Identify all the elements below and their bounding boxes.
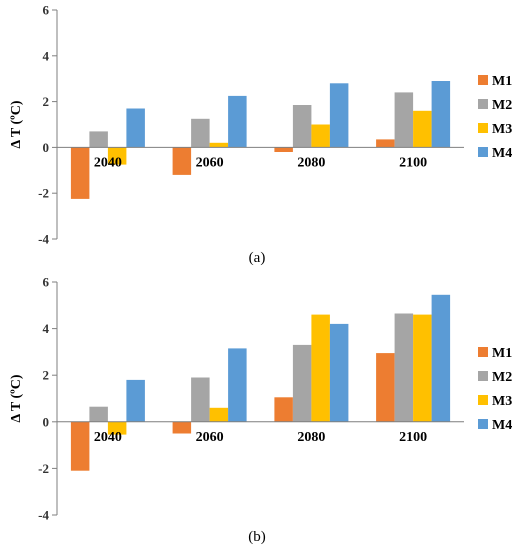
legend-label-m4: M4 bbox=[492, 146, 512, 161]
y-tick-label: 0 bbox=[43, 140, 50, 155]
bar-m3-2040 bbox=[107, 421, 127, 435]
legend-swatch-m3 bbox=[478, 123, 488, 133]
y-tick-label: 2 bbox=[43, 94, 50, 109]
legend-swatch-m4 bbox=[478, 147, 488, 157]
bar-m3-2080 bbox=[311, 314, 330, 422]
bar-m1-2040 bbox=[70, 421, 90, 471]
bar-m3-2100 bbox=[413, 314, 432, 422]
bar-m1-2100 bbox=[376, 139, 395, 148]
legend-swatch-m3 bbox=[478, 395, 488, 405]
bar-m1-2080 bbox=[274, 147, 293, 152]
bar-m2-2040 bbox=[89, 406, 108, 422]
legend-swatch-m1 bbox=[478, 75, 488, 85]
bar-m4-2040 bbox=[126, 379, 145, 422]
bar-m3-2060 bbox=[209, 407, 229, 422]
bar-m3-2060 bbox=[209, 142, 229, 148]
y-axis-title: Δ T (ºC) bbox=[9, 100, 24, 148]
bar-m2-2040 bbox=[89, 131, 108, 148]
panel-caption: (a) bbox=[249, 250, 266, 266]
y-tick-label: 4 bbox=[43, 48, 50, 63]
y-axis-title: Δ T (ºC) bbox=[9, 374, 24, 422]
bar-m2-2100 bbox=[394, 92, 414, 148]
bar-m4-2100 bbox=[431, 294, 451, 422]
bar-m2-2080 bbox=[292, 344, 312, 422]
bar-m3-2080 bbox=[311, 124, 330, 148]
legend-swatch-m2 bbox=[478, 99, 488, 109]
x-category-label: 2060 bbox=[196, 430, 224, 445]
bar-m4-2100 bbox=[431, 81, 451, 148]
x-category-label: 2040 bbox=[94, 430, 122, 445]
bar-m1-2100 bbox=[376, 353, 395, 422]
bar-m4-2060 bbox=[228, 95, 247, 148]
legend-swatch-m1 bbox=[478, 347, 488, 357]
legend-swatch-m2 bbox=[478, 371, 488, 381]
x-category-label: 2060 bbox=[196, 155, 224, 170]
bar-m1-2060 bbox=[172, 147, 192, 175]
bar-m2-2080 bbox=[292, 105, 312, 148]
bar-m2-2060 bbox=[191, 118, 210, 148]
y-tick-label: 0 bbox=[43, 414, 50, 429]
x-category-label: 2100 bbox=[399, 155, 427, 170]
x-category-label: 2080 bbox=[297, 430, 325, 445]
legend-label-m1: M1 bbox=[492, 74, 512, 89]
x-category-label: 2100 bbox=[399, 430, 427, 445]
legend-label-m3: M3 bbox=[492, 394, 512, 409]
chart-b: -4 -2 0 2 4 6 2040 2060 2080 2100 Δ T (ºC) M1 M2 M3 M4… bbox=[9, 275, 512, 546]
bar-m4-2060 bbox=[228, 348, 247, 422]
chart-a: -4 -2 0 2 4 6 2040 2060 2080 2100 Δ T (ºC) M1 M2 M3 M4… bbox=[9, 3, 512, 267]
legend-label-m2: M2 bbox=[492, 370, 512, 385]
y-tick-label: -2 bbox=[38, 186, 49, 201]
y-tick-label: -4 bbox=[38, 232, 49, 247]
x-category-label: 2080 bbox=[297, 155, 325, 170]
y-tick-label: 6 bbox=[43, 3, 50, 18]
legend-swatch-m4 bbox=[478, 419, 488, 429]
legend-label-m4: M4 bbox=[492, 418, 512, 433]
legend-label-m2: M2 bbox=[492, 98, 512, 113]
x-category-label: 2040 bbox=[94, 155, 122, 170]
bar-m2-2100 bbox=[394, 313, 414, 422]
bar-m4-2040 bbox=[126, 108, 145, 148]
bar-m1-2060 bbox=[172, 421, 192, 434]
y-tick-label: 2 bbox=[43, 368, 50, 383]
y-tick-label: -4 bbox=[38, 508, 49, 523]
y-tick-label: 6 bbox=[43, 275, 50, 290]
bar-m3-2100 bbox=[413, 110, 432, 148]
bar-m4-2080 bbox=[329, 323, 349, 422]
y-tick-label: 4 bbox=[43, 321, 50, 336]
bar-m2-2060 bbox=[191, 377, 210, 422]
bar-m4-2080 bbox=[329, 83, 349, 148]
bar-m3-2040 bbox=[107, 147, 127, 165]
y-tick-label: -2 bbox=[38, 461, 49, 476]
legend-label-m1: M1 bbox=[492, 346, 512, 361]
bar-m1-2080 bbox=[274, 397, 293, 422]
legend-label-m3: M3 bbox=[492, 122, 512, 137]
bar-m1-2040 bbox=[70, 147, 90, 199]
panel-caption: (b) bbox=[248, 529, 266, 545]
